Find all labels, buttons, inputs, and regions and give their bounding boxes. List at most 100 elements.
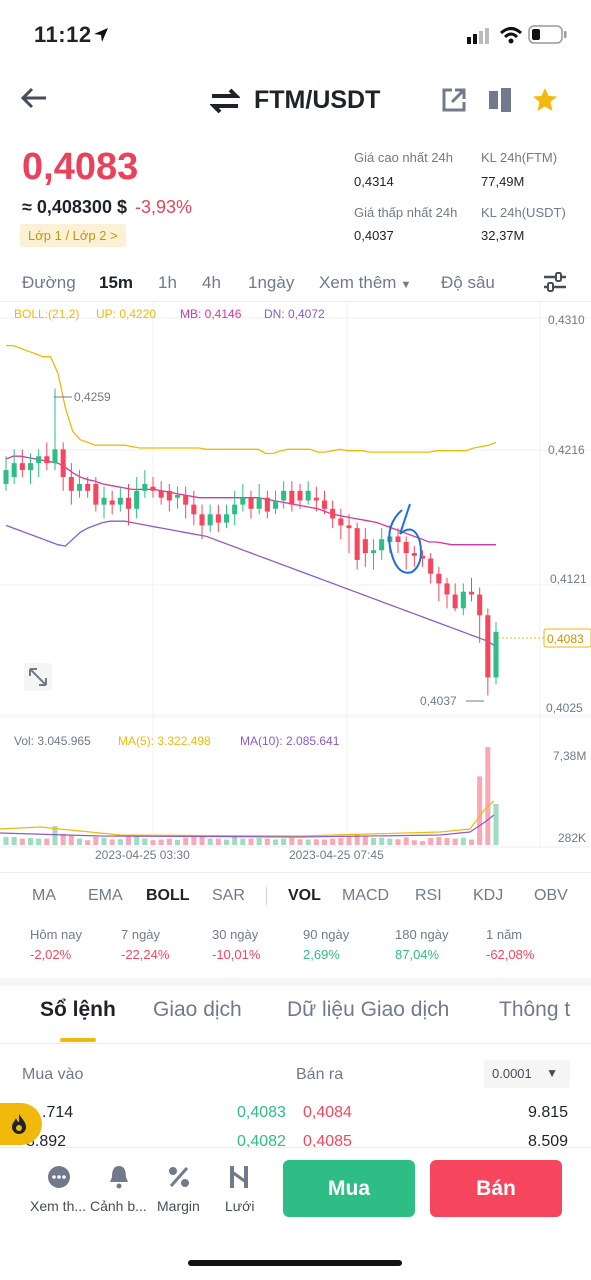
tab-kdj[interactable]: KDJ (473, 887, 504, 904)
tab-more-label: Xem thêm (319, 273, 397, 292)
tab-depth[interactable]: Độ sâu (441, 273, 495, 292)
candle-body (19, 463, 25, 471)
ask-price[interactable]: 0,4085 (303, 1133, 352, 1150)
volume-bar (460, 837, 466, 845)
location-arrow-icon (94, 28, 108, 42)
volume-bar (117, 839, 123, 845)
volume-usdt-label: KL 24h(USDT) (481, 205, 566, 220)
volume-bar (272, 839, 279, 845)
tab-trading-data[interactable]: Dữ liệu Giao dịch (287, 998, 450, 1021)
tab-ma[interactable]: MA (32, 887, 56, 904)
indicator-tabs: MA EMA BOLL SAR VOL MACD RSI KDJ OBV (0, 872, 591, 918)
boll-legend-label: BOLL:(21,2) (14, 307, 79, 321)
tab-ema[interactable]: EMA (88, 887, 123, 904)
tab-boll[interactable]: BOLL (146, 887, 190, 904)
price-chart[interactable]: BOLL:(21,2) UP: 0,4220 MB: 0,4146 DN: 0,… (0, 302, 591, 872)
grid-bot-icon[interactable] (227, 1164, 251, 1190)
tab-1day[interactable]: 1ngày (248, 273, 295, 292)
bell-icon[interactable] (107, 1164, 131, 1190)
buy-button[interactable]: Mua (283, 1160, 415, 1217)
candle-body (362, 539, 368, 554)
candle-body (223, 514, 230, 523)
volume-bar (232, 836, 238, 845)
chart-settings-icon[interactable] (542, 271, 568, 293)
bid-price[interactable]: 0,4083 (237, 1104, 286, 1121)
wifi-icon (499, 27, 523, 44)
volume-bar (240, 838, 246, 845)
volume-legend-ma10: MA(10): 2.085.641 (240, 734, 340, 748)
tab-obv[interactable]: OBV (534, 887, 568, 904)
candle-body (52, 449, 58, 464)
grid-label[interactable]: Lưới (225, 1198, 255, 1214)
volume-bar (264, 838, 270, 845)
tab-macd[interactable]: MACD (342, 887, 390, 904)
layer-badge[interactable]: Lớp 1 / Lớp 2 > (20, 224, 126, 247)
tab-line[interactable]: Đường (22, 273, 76, 292)
bid-price[interactable]: 0,4082 (237, 1133, 286, 1150)
volume-bar (468, 839, 475, 845)
ask-qty: 9.815 (528, 1104, 569, 1121)
tab-vol[interactable]: VOL (288, 887, 321, 904)
more-label[interactable]: Xem th... (30, 1198, 87, 1214)
volume-bar (52, 826, 58, 845)
perf-7d-label: 7 ngày (121, 927, 161, 942)
precision-select[interactable]: 0.0001 ▼ (484, 1060, 570, 1088)
candle-body (354, 528, 360, 560)
volume-tick-max: 7,38M (553, 749, 586, 763)
sell-button[interactable]: Bán (430, 1160, 562, 1217)
tab-more[interactable]: Xem thêm ▼ (319, 273, 411, 293)
candle-body (207, 514, 213, 526)
candle-body (60, 449, 66, 477)
tab-order-book[interactable]: Sổ lệnh (40, 998, 116, 1021)
fire-icon (12, 1114, 26, 1134)
volume-bar (85, 840, 91, 845)
volume-bar (436, 836, 442, 845)
tab-rsi[interactable]: RSI (415, 887, 442, 904)
trading-pair-title[interactable]: FTM/USDT (254, 86, 381, 114)
candle-body (411, 553, 417, 556)
layout-toggle-icon[interactable] (487, 87, 513, 113)
ask-price[interactable]: 0,4084 (303, 1104, 352, 1121)
tab-info[interactable]: Thông t (499, 998, 571, 1021)
candle-body (166, 490, 172, 501)
volume-bar (27, 837, 34, 845)
volume-bar (289, 837, 295, 845)
alert-label[interactable]: Cảnh b... (90, 1198, 147, 1214)
volume-bar (256, 837, 262, 845)
tab-4h[interactable]: 4h (202, 273, 221, 292)
margin-icon[interactable] (167, 1165, 191, 1189)
favorite-star-icon[interactable] (531, 86, 559, 114)
candle-body (370, 550, 377, 554)
volume-bar (223, 839, 230, 845)
more-icon[interactable] (47, 1165, 71, 1189)
candle-body (158, 490, 164, 498)
volume-bar (101, 837, 107, 845)
candle-body (272, 500, 279, 509)
perf-90d-label: 90 ngày (303, 927, 350, 942)
margin-label[interactable]: Margin (157, 1198, 200, 1214)
candle-body (85, 483, 91, 491)
expand-chart-icon[interactable] (24, 663, 52, 691)
candle-body (395, 536, 401, 542)
volume-bar (93, 836, 99, 845)
swap-icon[interactable] (210, 88, 240, 114)
high-24h-label: Giá cao nhất 24h (354, 150, 454, 165)
volume-bar (174, 839, 181, 845)
volume-bar (403, 837, 409, 845)
tab-trades[interactable]: Giao dịch (153, 998, 242, 1021)
tab-15m[interactable]: 15m (99, 273, 134, 292)
back-arrow-icon[interactable] (20, 86, 50, 110)
candle-body (68, 476, 74, 491)
volume-bar (68, 835, 74, 845)
perf-30d-label: 30 ngày (212, 927, 259, 942)
perf-1y-value: -62,08% (486, 947, 535, 962)
volume-bar (44, 838, 50, 845)
floating-fire-button[interactable] (0, 1103, 42, 1145)
candle-body (313, 497, 319, 501)
tab-sar[interactable]: SAR (212, 887, 245, 904)
candlestick-chart-svg[interactable]: BOLL:(21,2) UP: 0,4220 MB: 0,4146 DN: 0,… (0, 302, 591, 872)
candle-body (191, 504, 197, 515)
share-icon[interactable] (441, 87, 467, 113)
tab-1h[interactable]: 1h (158, 273, 177, 292)
status-bar: 11:12 (0, 0, 591, 70)
